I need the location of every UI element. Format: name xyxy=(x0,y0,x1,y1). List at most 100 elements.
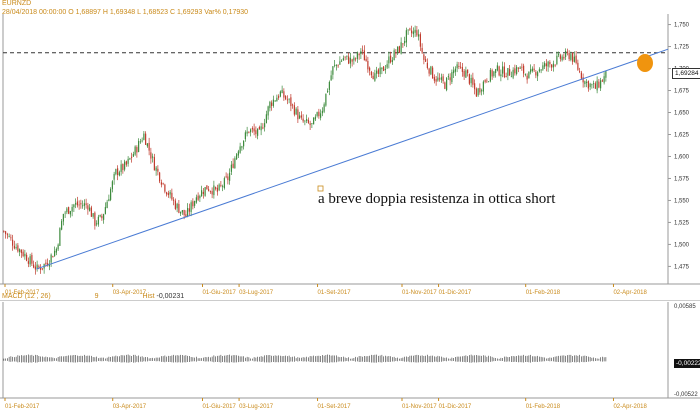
candle-body xyxy=(229,172,231,181)
candle-body xyxy=(535,71,537,76)
candle-body xyxy=(117,168,119,175)
candle-body xyxy=(124,161,126,170)
candle-body xyxy=(253,128,255,132)
candle-body xyxy=(292,104,294,106)
candle-body xyxy=(323,104,325,112)
candle-body xyxy=(475,88,477,97)
candle-body xyxy=(306,119,308,121)
candle-body xyxy=(195,197,197,203)
candle-body xyxy=(582,77,584,83)
candle-body xyxy=(426,62,428,68)
candle-body xyxy=(370,71,372,76)
candle-body xyxy=(538,69,540,72)
candle-body xyxy=(111,181,113,190)
candle-body xyxy=(348,56,350,64)
candle-body xyxy=(419,34,421,47)
macd-panel[interactable]: 0,00585 -0,00522 01-Feb-2017 03-Apr-2017 01-… xyxy=(0,300,700,414)
candle-body xyxy=(407,29,409,31)
candle-body xyxy=(523,65,525,74)
candle-body xyxy=(159,172,161,182)
candle-body xyxy=(288,98,290,100)
candle-body xyxy=(153,157,155,171)
candle-body xyxy=(31,255,33,264)
candle-body xyxy=(440,77,442,80)
y-tick-label: 1,750 xyxy=(674,23,690,29)
candle-body xyxy=(285,96,287,100)
candle-body xyxy=(587,81,589,89)
macd-histogram xyxy=(3,354,607,363)
candle-body xyxy=(454,68,456,72)
candle-body xyxy=(416,30,418,36)
candle-body xyxy=(516,66,518,74)
candle-body xyxy=(405,30,407,43)
candle-body xyxy=(197,195,199,200)
y-tick-label: 1,475 xyxy=(674,264,690,270)
candle-body xyxy=(320,113,322,118)
candle-body xyxy=(143,133,145,140)
y-tick-label: 1,575 xyxy=(674,176,690,182)
candle-body xyxy=(481,90,483,92)
candle-body xyxy=(533,68,535,71)
price-chart[interactable]: 1,475 1,500 1,525 1,550 1,575 1,600 1,625 1,650… xyxy=(0,0,700,300)
candle-body xyxy=(558,53,560,56)
candle-body xyxy=(579,71,581,73)
candle-body xyxy=(542,65,544,70)
candle-body xyxy=(47,263,49,266)
candle-body xyxy=(363,50,365,61)
candle-body xyxy=(90,207,92,217)
candle-body xyxy=(300,115,302,118)
candle-body xyxy=(498,66,500,76)
candle-body xyxy=(530,69,532,73)
macd-x-tick-label: 02-Apr-2018 xyxy=(613,404,647,410)
macd-x-tick-label: 01-Dic-2017 xyxy=(439,404,472,410)
candle-body xyxy=(559,55,561,59)
candle-body xyxy=(40,267,42,270)
candle-body xyxy=(162,183,164,184)
candle-body xyxy=(225,176,227,178)
candle-body xyxy=(341,60,343,62)
candle-body xyxy=(132,154,134,157)
bar-close: C 1,69293 xyxy=(169,9,203,16)
candle-body xyxy=(418,34,420,37)
candle-body xyxy=(572,52,574,62)
candle-body xyxy=(187,207,189,216)
candle-body xyxy=(199,195,201,199)
candle-body xyxy=(55,248,57,253)
candle-body xyxy=(164,184,166,192)
candle-body xyxy=(537,72,539,77)
candle-body xyxy=(178,203,180,213)
candle-body xyxy=(507,67,509,76)
candle-body xyxy=(388,56,390,64)
chart-annotation: a breve doppia resistenza in ottica shor… xyxy=(318,191,556,207)
macd-hist-label: Hist xyxy=(142,293,155,300)
candle-body xyxy=(80,203,82,205)
candle-body xyxy=(211,191,213,195)
candle-body xyxy=(234,158,236,169)
candle-body xyxy=(495,69,497,73)
candle-body xyxy=(468,74,470,84)
candle-body xyxy=(27,261,29,264)
candle-body xyxy=(8,236,10,237)
candle-body xyxy=(430,66,432,75)
candle-body xyxy=(465,70,467,78)
candle-body xyxy=(26,254,28,261)
candle-body xyxy=(258,126,260,130)
candle-body xyxy=(57,244,59,250)
candle-body xyxy=(251,128,253,130)
y-tick-label: 1,500 xyxy=(674,242,690,248)
candle-body xyxy=(82,205,84,207)
candle-body xyxy=(134,146,136,155)
candle-body xyxy=(404,41,406,44)
y-tick-label: 1,600 xyxy=(674,154,690,160)
candle-body xyxy=(351,59,353,62)
y-tick-label: 1,625 xyxy=(674,132,690,138)
macd-x-tick-label: 03-Lug-2017 xyxy=(239,404,274,410)
candle-body xyxy=(97,216,99,225)
candle-body xyxy=(169,191,171,195)
x-tick-label: 01-Giu-2017 xyxy=(203,290,237,296)
macd-x-tick-label: 01-Feb-2017 xyxy=(5,404,40,410)
candle-body xyxy=(232,163,234,168)
candle-body xyxy=(36,264,38,269)
y-tick-label: 1,650 xyxy=(674,111,690,117)
candle-body xyxy=(220,185,222,187)
